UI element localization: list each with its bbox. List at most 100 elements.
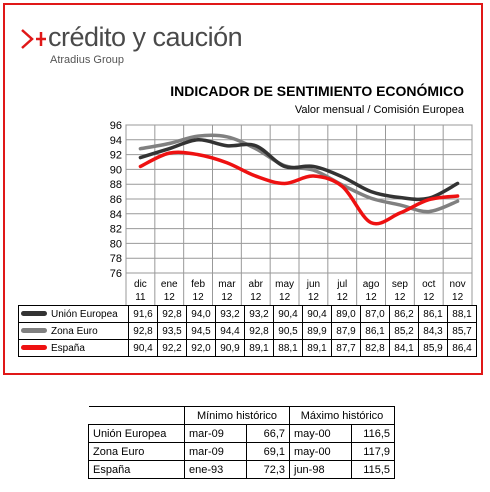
historic-row: Unión Europea mar-09 66,7 may-00 116,5 (88, 424, 395, 443)
x-tick-label: abr (249, 279, 264, 290)
data-label: 90,4 (128, 339, 158, 357)
data-label: 85,9 (418, 339, 448, 357)
data-table: Unión Europea 91,6 92,8 94,0 93,2 93,2 90,4 90,… (18, 305, 477, 357)
data-label: 89,1 (244, 339, 274, 357)
data-label: 94,0 (186, 305, 216, 323)
data-label: 90,9 (215, 339, 245, 357)
data-table-row: España 90,4 92,2 92,0 90,9 89,1 88,1 89,1 87,7 82… (18, 339, 477, 357)
data-label: 84,3 (418, 322, 448, 340)
historic-row: Zona Euro mar-09 69,1 may-00 117,9 (88, 442, 395, 461)
data-label: 85,7 (447, 322, 477, 340)
data-label: 82,8 (360, 339, 390, 357)
data-label: 90,4 (273, 305, 303, 323)
data-label: 87,7 (331, 339, 361, 357)
x-tick-label: 12 (337, 292, 349, 303)
min-header: Mínimo histórico (184, 406, 290, 425)
y-tick-label: 84 (110, 209, 122, 221)
historic-max-date: jun-98 (289, 460, 352, 479)
legend-label: Unión Europea (51, 308, 118, 320)
data-label: 90,4 (302, 305, 332, 323)
data-label: 93,2 (244, 305, 274, 323)
historic-header-row: Mínimo histórico Máximo histórico (88, 406, 395, 425)
x-tick-label: 12 (279, 292, 291, 303)
x-tick-label: 12 (250, 292, 262, 303)
historic-name: Unión Europea (88, 424, 185, 443)
x-tick-label: mar (218, 279, 236, 290)
legend-swatch (21, 311, 47, 317)
x-tick-label: oct (422, 279, 436, 290)
historic-min-date: ene-93 (184, 460, 247, 479)
logo-subtitle: Atradius Group (50, 54, 124, 66)
chart-title: INDICADOR DE SENTIMIENTO ECONÓMICO (170, 83, 464, 99)
historic-table: Mínimo histórico Máximo histórico Unión … (88, 406, 395, 479)
x-tick-label: 12 (394, 292, 406, 303)
data-label: 86,1 (418, 305, 448, 323)
y-tick-label: 78 (110, 253, 122, 265)
historic-max-date: may-00 (289, 442, 352, 461)
legend-entry: España (18, 339, 129, 357)
chart-subtitle: Valor mensual / Comisión Europea (294, 104, 464, 116)
x-tick-label: may (275, 279, 294, 290)
data-label: 91,6 (128, 305, 158, 323)
logo-name: crédito y caución (48, 22, 243, 52)
x-tick-label: 12 (164, 292, 176, 303)
data-table-row: Unión Europea 91,6 92,8 94,0 93,2 93,2 90,4 90,… (18, 305, 477, 323)
legend-label: España (51, 342, 85, 354)
data-label: 94,5 (186, 322, 216, 340)
historic-min-value: 72,3 (246, 460, 290, 479)
y-tick-label: 90 (110, 164, 122, 176)
x-tick-label: sep (392, 279, 409, 290)
y-tick-label: 82 (110, 224, 122, 236)
y-tick-label: 88 (110, 179, 122, 191)
x-tick-label: 12 (423, 292, 435, 303)
line-chart: 76 78 80 82 84 86 88 90 92 94 96 dic 11 ene 12 feb 12 ma… (110, 120, 473, 305)
historic-row: España ene-93 72,3 jun-98 115,5 (88, 460, 395, 479)
series-line-2 (138, 150, 460, 226)
y-tick-label: 80 (110, 238, 122, 250)
data-label: 87,0 (360, 305, 390, 323)
data-label: 86,1 (360, 322, 390, 340)
data-label: 92,8 (157, 305, 187, 323)
data-label: 90,5 (273, 322, 303, 340)
legend-swatch (21, 345, 47, 351)
historic-min-date: mar-09 (184, 442, 247, 461)
data-label: 86,4 (447, 339, 477, 357)
y-tick-label: 92 (110, 150, 122, 162)
data-label: 85,2 (389, 322, 419, 340)
x-tick-label: 12 (221, 292, 233, 303)
x-tick-label: 12 (308, 292, 320, 303)
x-tick-label: 12 (193, 292, 205, 303)
data-label: 92,8 (244, 322, 274, 340)
historic-min-value: 66,7 (246, 424, 290, 443)
x-tick-label: 12 (452, 292, 464, 303)
data-label: 89,1 (302, 339, 332, 357)
data-label: 87,9 (331, 322, 361, 340)
historic-max-value: 117,9 (351, 442, 395, 461)
y-tick-label: 76 (110, 268, 122, 280)
x-tick-label: ago (363, 279, 380, 290)
historic-max-date: may-00 (289, 424, 352, 443)
legend-entry: Zona Euro (18, 322, 129, 340)
x-tick-label: 11 (135, 292, 146, 303)
data-table-row: Zona Euro 92,8 93,5 94,5 94,4 92,8 90,5 89,9 87,… (18, 322, 477, 340)
data-label: 86,2 (389, 305, 419, 323)
x-tick-label: nov (450, 279, 466, 290)
data-label: 93,5 (157, 322, 187, 340)
y-tick-label: 86 (110, 194, 122, 206)
data-label: 92,8 (128, 322, 158, 340)
chart-frame (3, 3, 483, 375)
x-tick-label: ene (161, 279, 178, 290)
legend-entry: Unión Europea (18, 305, 129, 323)
data-label: 92,2 (157, 339, 187, 357)
data-label: 93,2 (215, 305, 245, 323)
data-label: 88,1 (273, 339, 303, 357)
series-line-0 (138, 138, 460, 202)
x-tick-label: 12 (366, 292, 378, 303)
y-tick-label: 94 (110, 135, 122, 147)
y-tick-label: 96 (110, 120, 122, 132)
max-header: Máximo histórico (289, 406, 395, 425)
historic-name: España (88, 460, 185, 479)
historic-max-value: 115,5 (351, 460, 395, 479)
x-tick-label: dic (134, 279, 147, 290)
data-label: 89,0 (331, 305, 361, 323)
